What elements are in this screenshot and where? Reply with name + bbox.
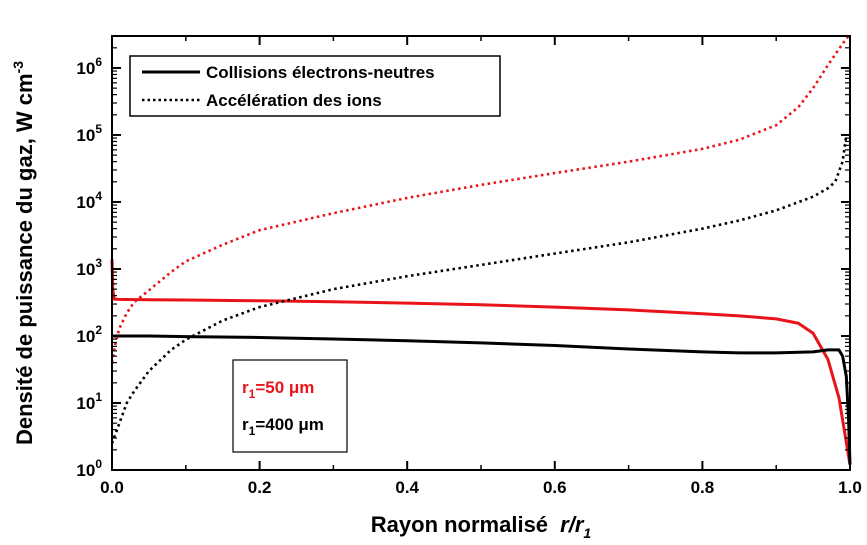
y-tick-label: 100 <box>76 457 102 480</box>
legend-frame <box>129 55 501 117</box>
y-axis-title: Densité de puissance du gaz, W cm-3 <box>10 61 37 445</box>
x-axis-ticks: 0.0 0.2 0.4 0.6 0.8 1.0 <box>100 36 862 497</box>
y-axis-ticks: 100 101 102 103 104 105 106 <box>76 35 850 480</box>
annotation-frame <box>232 359 348 453</box>
series-group <box>110 33 852 465</box>
x-axis-title-ratio-num: r <box>560 512 570 537</box>
x-tick-label: 0.0 <box>100 478 124 497</box>
x-tick-label: 0.6 <box>543 478 567 497</box>
radius-annotation: r1=50 μm r1=400 μm <box>232 359 348 453</box>
y-tick-label: 101 <box>76 390 102 413</box>
x-tick-label: 1.0 <box>838 478 862 497</box>
legend: Collisions électrons-neutres Accélératio… <box>129 55 501 117</box>
y-tick-label: 104 <box>76 189 102 212</box>
legend-label-dotted: Accélération des ions <box>206 91 382 110</box>
x-axis-title-ratio-den: r <box>575 512 585 537</box>
annotation-r50-prefix: r <box>242 378 249 397</box>
annotation-r400-suffix: =400 μm <box>255 415 324 434</box>
y-tick-label: 102 <box>76 323 102 346</box>
x-tick-label: 0.2 <box>248 478 272 497</box>
annotation-r400: r1=400 μm <box>242 415 324 438</box>
x-tick-label: 0.8 <box>691 478 715 497</box>
x-tick-label: 0.4 <box>395 478 419 497</box>
annotation-r50-suffix: =50 μm <box>255 378 314 397</box>
series-line-2 <box>110 33 852 363</box>
series-line-0 <box>110 259 852 465</box>
y-axis-title-sup: -3 <box>10 61 26 74</box>
x-axis-title-text: Rayon normalisé <box>371 512 548 537</box>
x-axis-title: Rayon normalisé r/r1 <box>371 512 592 541</box>
y-tick-label: 103 <box>76 256 102 279</box>
y-axis-title-text: Densité de puissance du gaz, W cm <box>12 73 37 445</box>
annotation-r400-prefix: r <box>242 415 249 434</box>
y-tick-label: 105 <box>76 122 102 145</box>
annotation-r50: r1=50 μm <box>242 378 314 401</box>
series-line-3 <box>110 134 848 444</box>
x-axis-title-ratio-sep: / <box>568 512 578 537</box>
annotation-r400-sub: 1 <box>249 424 256 438</box>
series-line-1 <box>112 334 852 465</box>
legend-label-solid: Collisions électrons-neutres <box>206 63 435 82</box>
annotation-r50-sub: 1 <box>249 387 256 401</box>
y-tick-label: 106 <box>76 55 102 78</box>
x-axis-title-ratio-sub: 1 <box>583 525 591 541</box>
